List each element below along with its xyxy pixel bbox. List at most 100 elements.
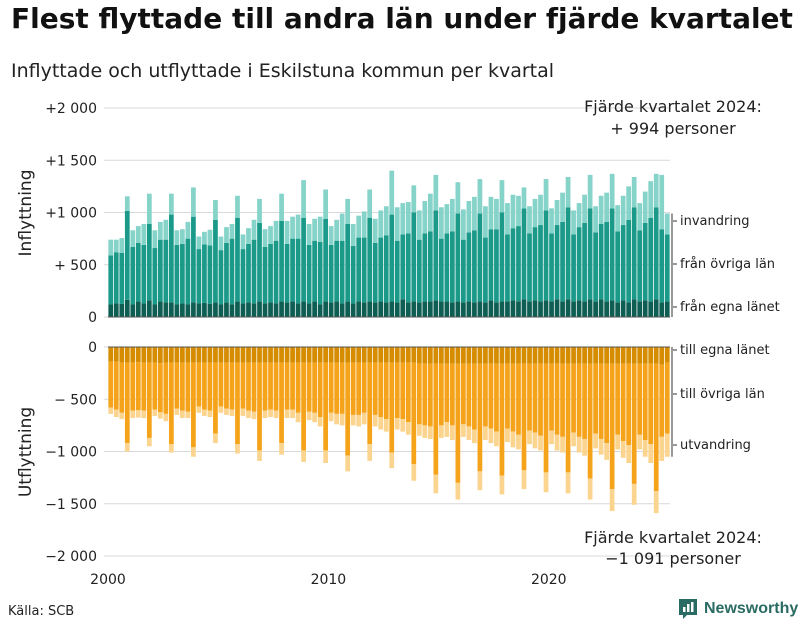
bar-segment (262, 229, 268, 247)
bar-segment (488, 300, 494, 317)
bar-segment (582, 301, 587, 317)
bar-segment (411, 362, 417, 465)
bar-segment (571, 301, 576, 317)
bar-segment (416, 347, 422, 364)
bar-segment (620, 300, 626, 317)
bar-segment (196, 249, 202, 304)
bar-segment (119, 347, 125, 363)
bar-segment (180, 243, 185, 304)
bar-segment (505, 428, 510, 443)
bar-segment (516, 363, 521, 435)
bar-segment (246, 347, 251, 363)
bar-segment (659, 302, 665, 317)
bar-segment (477, 213, 483, 302)
bar-segment (615, 363, 621, 435)
y-tick-label: +1 000 (45, 206, 97, 222)
bar-segment (389, 301, 395, 317)
bar-segment (510, 300, 516, 317)
bar-segment (521, 470, 527, 490)
bar-segment (472, 363, 477, 430)
bar-segment (505, 301, 510, 317)
bar-segment (295, 303, 301, 317)
bar-segment (405, 302, 411, 317)
bar-segment (213, 219, 218, 303)
bar-segment (626, 302, 632, 317)
bar-segment (141, 347, 147, 363)
bar-segment (499, 363, 505, 476)
bar-segment (400, 299, 406, 317)
bar-segment (394, 418, 400, 430)
bar-segment (224, 408, 229, 415)
bar-segment (571, 210, 576, 235)
bar-segment (427, 231, 433, 302)
bar-segment (554, 347, 560, 364)
bar-segment (240, 347, 246, 363)
bar-segment (378, 362, 384, 418)
bar-segment (461, 209, 466, 240)
bar-segment (257, 362, 262, 451)
bar-segment (229, 223, 235, 239)
bar-segment (637, 434, 643, 450)
x-tick-label: 2000 (90, 572, 126, 588)
bar-segment (345, 455, 351, 472)
brand-logo[interactable]: Newsworthy (678, 598, 798, 620)
bar-segment (345, 347, 351, 363)
bar-segment (405, 347, 411, 363)
bar-segment (416, 210, 422, 240)
bar-segment (505, 203, 510, 235)
bar-segment (576, 203, 582, 228)
bar-segment (306, 223, 312, 245)
bar-segment (472, 302, 477, 317)
bar-segment (251, 219, 257, 240)
bar-segment (444, 233, 450, 302)
bar-segment (185, 238, 191, 305)
annotation-text: + 994 personer (610, 119, 736, 138)
bar-segment (378, 417, 384, 430)
bar-segment (240, 234, 246, 250)
bar-segment (389, 170, 395, 215)
bar-segment (626, 445, 632, 463)
bar-segment (207, 410, 213, 418)
bar-segment (543, 472, 549, 493)
bar-segment (356, 215, 362, 238)
bar-segment (538, 363, 543, 436)
bar-segment (290, 347, 295, 363)
bar-segment (141, 223, 147, 245)
bar-segment (389, 214, 395, 302)
bar-segment (444, 301, 450, 317)
bar-segment (240, 303, 246, 317)
bar-segment (168, 444, 174, 453)
bar-segment (306, 411, 312, 421)
y-tick-label: + 500 (54, 258, 97, 274)
bar-segment (560, 301, 565, 317)
bar-segment (124, 196, 130, 211)
bar-segment (334, 347, 340, 363)
bar-segment (604, 443, 610, 460)
bar-segment (620, 441, 626, 458)
bar-segment (235, 347, 240, 363)
bar-segment (235, 301, 240, 317)
bar-segment (653, 347, 659, 364)
bar-segment (361, 211, 367, 238)
bar-segment (483, 363, 488, 427)
bar-segment (483, 237, 488, 303)
bar-segment (494, 347, 499, 364)
bar-segment (472, 196, 477, 231)
bar-segment (444, 422, 450, 437)
bar-segment (383, 302, 389, 317)
bar-segment (598, 347, 604, 364)
bar-segment (152, 362, 158, 410)
bar-segment (527, 206, 532, 234)
bar-segment (438, 301, 444, 317)
bar-segment (516, 347, 521, 364)
bar-segment (339, 240, 345, 304)
bar-segment (615, 434, 621, 450)
bar-segment (235, 217, 240, 302)
newsworthy-logo-icon (679, 599, 697, 619)
bar-segment (328, 244, 334, 303)
bar-segment (648, 347, 654, 364)
bar-segment (163, 347, 169, 363)
bar-segment (626, 347, 632, 364)
bar-segment (449, 231, 455, 303)
bar-segment (433, 174, 439, 211)
